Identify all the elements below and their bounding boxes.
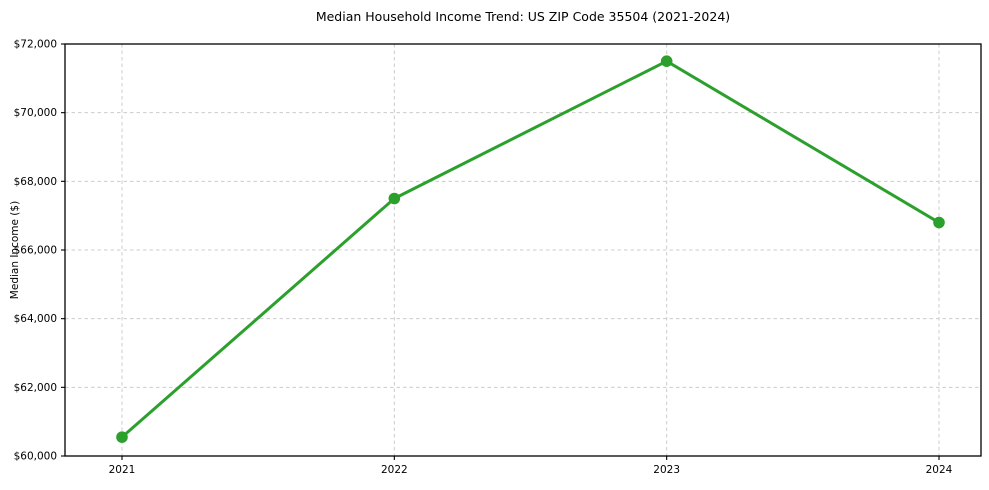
chart-title: Median Household Income Trend: US ZIP Co… bbox=[315, 9, 731, 24]
plot-frame bbox=[64, 43, 982, 457]
x-tick-label: 2022 bbox=[381, 464, 408, 476]
y-tick-label: $62,000 bbox=[14, 382, 57, 394]
y-tick-label: $70,000 bbox=[14, 107, 57, 119]
y-tick-label: $68,000 bbox=[14, 176, 57, 188]
data-point-2022 bbox=[388, 192, 401, 205]
data-point-2021 bbox=[116, 431, 128, 443]
y-tick-label: $66,000 bbox=[14, 245, 57, 257]
y-tick-label: $72,000 bbox=[14, 39, 57, 51]
x-tick-label: 2023 bbox=[653, 464, 680, 476]
data-point-2023 bbox=[660, 55, 673, 67]
y-tick-label: $64,000 bbox=[14, 313, 57, 325]
trend-line bbox=[120, 59, 941, 439]
y-tick-label: $60,000 bbox=[14, 451, 57, 463]
x-tick-label: 2024 bbox=[926, 464, 953, 476]
x-tick-label: 2021 bbox=[109, 464, 136, 476]
data-point-2024 bbox=[933, 216, 945, 229]
